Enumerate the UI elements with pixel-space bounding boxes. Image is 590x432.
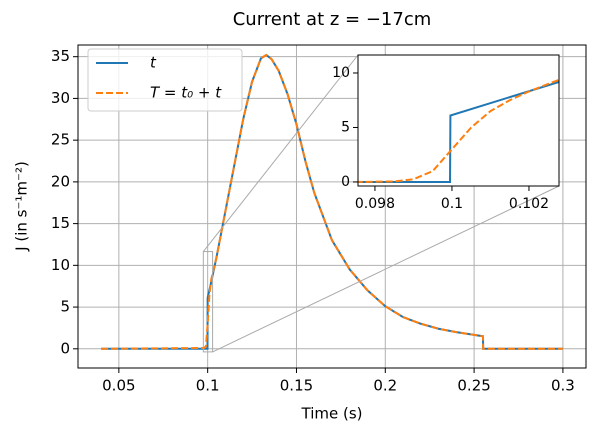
axes-frame (77, 44, 587, 369)
legend-label: t (150, 54, 157, 72)
axes-frame (357, 54, 560, 187)
x-tick-label: 0.05 (102, 377, 135, 395)
y-tick-label: 35 (51, 47, 70, 65)
y-tick-label: 5 (341, 119, 350, 135)
data-line (358, 78, 559, 183)
x-tick-label: 0.2 (373, 377, 397, 395)
x-tick-label: 0.1 (196, 377, 220, 395)
inset-background (358, 55, 559, 186)
legend-label: T = t₀ + t (150, 84, 222, 102)
x-axis-label: Time (s) (301, 405, 363, 423)
y-tick-label: 20 (51, 172, 70, 190)
x-tick-label: 0.15 (280, 377, 313, 395)
y-tick-label: 30 (51, 89, 70, 107)
zoom-connector (212, 185, 560, 353)
zoom-connector (202, 54, 359, 252)
x-tick-label: 0.102 (509, 196, 549, 212)
x-tick-label: 0.098 (355, 196, 395, 212)
y-tick-label: 15 (51, 214, 70, 232)
y-tick-label: 10 (332, 65, 350, 81)
y-tick-label: 5 (60, 298, 70, 316)
x-tick-label: 0.25 (457, 377, 490, 395)
y-tick-label: 0 (341, 174, 350, 190)
data-line (358, 80, 559, 183)
y-tick-label: 25 (51, 131, 70, 149)
x-tick-label: 0.3 (551, 377, 575, 395)
legend-frame (87, 48, 243, 112)
chart-title: Current at z = −17cm (233, 9, 432, 30)
x-tick-label: 0.1 (441, 196, 463, 212)
data-line (101, 53, 563, 350)
zoom-box (202, 251, 214, 353)
y-axis-label: J (in s⁻¹m⁻²) (13, 161, 31, 252)
y-tick-label: 10 (51, 256, 70, 274)
y-tick-label: 0 (60, 339, 70, 357)
